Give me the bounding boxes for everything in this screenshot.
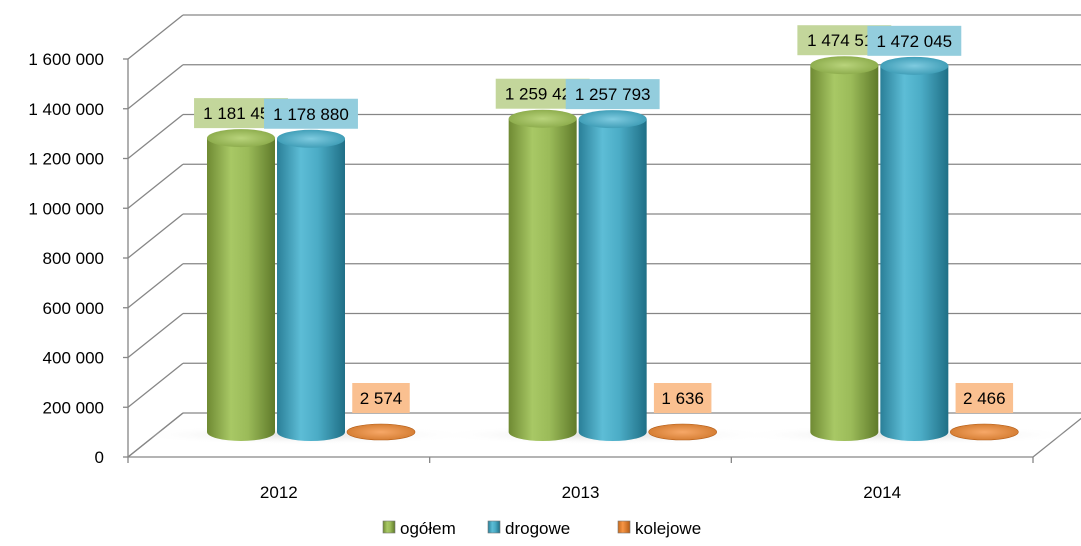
- bar-drogowe-2012: [277, 129, 345, 441]
- gridline-side: [127, 64, 184, 110]
- bar-ogółem-2013: [508, 109, 577, 441]
- bar-body: [810, 65, 879, 441]
- data-label-drogowe-2014: 1 472 045: [867, 25, 962, 56]
- y-tick-label: 0: [95, 448, 104, 467]
- data-label-text: 1 259 429: [505, 85, 581, 104]
- gridline-side: [127, 14, 184, 60]
- legend-swatch: [382, 520, 396, 534]
- gridline-side: [127, 362, 184, 408]
- data-label-text: 1 636: [661, 389, 704, 408]
- bar-ogółem-2014: [810, 56, 879, 441]
- data-label-kolejowe-2013: 1 636: [653, 383, 712, 413]
- y-tick-label: 400 000: [43, 349, 104, 368]
- data-label-text: 1 181 454: [203, 104, 279, 123]
- data-label-drogowe-2012: 1 178 880: [264, 98, 358, 129]
- data-label-text: 2 466: [963, 389, 1006, 408]
- data-label-box: [653, 383, 712, 413]
- bar-body: [880, 65, 949, 442]
- data-label-box: [867, 25, 962, 56]
- bar-top: [578, 110, 647, 129]
- bar-kolejowe-2013: [648, 423, 717, 441]
- bar-top: [277, 129, 345, 148]
- legend-swatch: [487, 520, 501, 534]
- bar-top: [648, 423, 717, 441]
- legend-swatch: [617, 520, 631, 534]
- data-label-box: [565, 79, 660, 110]
- bar-top: [207, 129, 275, 148]
- bar-body: [578, 119, 647, 441]
- data-label-text: 1 257 793: [575, 85, 651, 104]
- bar-drogowe-2014: [880, 56, 949, 442]
- data-label-text: 2 574: [360, 389, 403, 408]
- bar-top: [810, 56, 879, 75]
- axes: 0 200 000 400 000 600 000 800 000 1 000 000 1 …: [28, 50, 1081, 502]
- data-label-text: 1 472 045: [877, 32, 953, 51]
- data-label-box: [352, 383, 410, 413]
- legend-label: kolejowe: [635, 519, 701, 538]
- bars: [133, 56, 1078, 445]
- gridline-side: [127, 213, 184, 259]
- legend: ogółem drogowe kolejowe: [382, 519, 701, 538]
- legend-item-drogowe: drogowe: [487, 519, 570, 538]
- bar-top: [950, 423, 1019, 441]
- y-tick-label: 1 600 000: [28, 50, 104, 69]
- x-tick-label: 2014: [863, 483, 901, 502]
- y-tick-label: 1 400 000: [28, 100, 104, 119]
- bar-body: [508, 118, 577, 441]
- data-label-drogowe-2013: 1 257 793: [565, 79, 660, 110]
- legend-item-kolejowe: kolejowe: [617, 519, 701, 538]
- bar-top: [508, 109, 577, 128]
- legend-item-ogółem: ogółem: [382, 519, 456, 538]
- data-label-box: [955, 383, 1014, 413]
- x-tick-label: 2013: [562, 483, 600, 502]
- bar-top: [346, 423, 416, 441]
- bar-ogółem-2012: [207, 129, 275, 441]
- y-tick-label: 1 000 000: [28, 199, 104, 218]
- x-tick-label: 2012: [260, 483, 298, 502]
- bar-kolejowe-2012: [346, 423, 416, 441]
- gridline-side: [127, 312, 184, 359]
- legend-label: ogółem: [400, 519, 456, 538]
- gridline-side: [127, 163, 184, 209]
- bar-body: [277, 138, 345, 441]
- y-tick-label: 200 000: [43, 398, 104, 417]
- bar-drogowe-2013: [578, 110, 647, 441]
- bar-body: [207, 138, 275, 441]
- legend-label: drogowe: [505, 519, 570, 538]
- bar-top: [880, 56, 949, 75]
- data-label-kolejowe-2014: 2 466: [955, 383, 1014, 413]
- data-label-text: 1 474 511: [807, 31, 881, 50]
- data-label-kolejowe-2012: 2 574: [352, 383, 410, 413]
- bar-kolejowe-2014: [950, 423, 1019, 441]
- gridline-side: [127, 263, 184, 309]
- data-label-box: [264, 98, 358, 129]
- y-tick-label: 600 000: [43, 299, 104, 318]
- y-tick-label: 800 000: [43, 249, 104, 268]
- data-label-text: 1 178 880: [273, 105, 349, 124]
- y-tick-label: 1 200 000: [28, 150, 104, 169]
- gridline-side: [127, 113, 184, 160]
